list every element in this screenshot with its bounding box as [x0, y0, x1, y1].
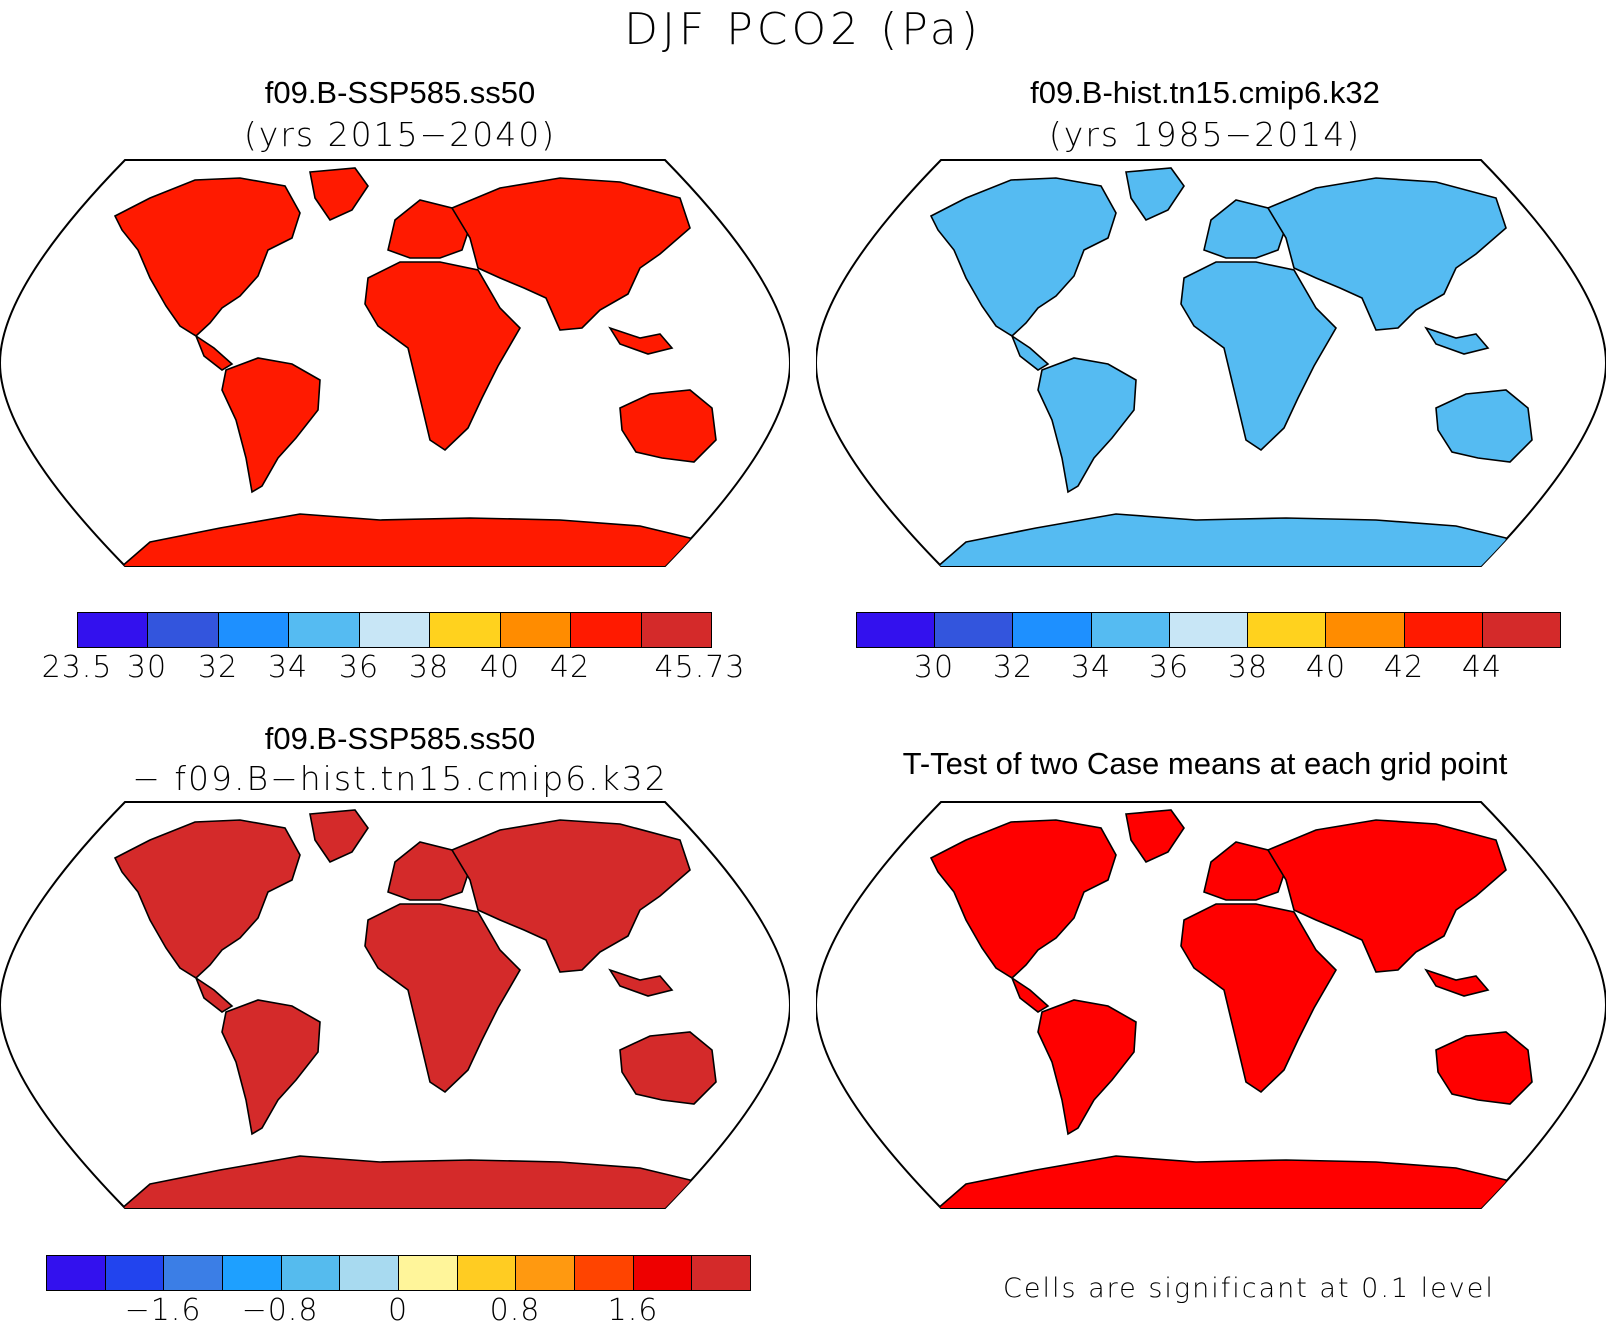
colorbar-cell [399, 1256, 458, 1290]
world-map-top-left [0, 160, 790, 568]
tick-label: 45.73 [654, 650, 746, 685]
colorbar-cell [500, 613, 572, 647]
tick-label: −1.6 [124, 1293, 202, 1328]
colorbar-cell [340, 1256, 400, 1290]
colorbar-cell [1013, 613, 1092, 647]
tick-label: 44 [1461, 650, 1503, 685]
colorbar-cell [692, 1256, 751, 1290]
colorbar-cell [47, 1256, 106, 1290]
tick-label: 34 [267, 650, 309, 685]
colorbar-cell [1248, 613, 1327, 647]
colorbar-cell [1091, 613, 1170, 647]
colorbar-cell [78, 613, 149, 647]
colorbar-cell [148, 613, 219, 647]
tick-label: 30 [126, 650, 168, 685]
tick-label: 42 [1383, 650, 1425, 685]
colorbar-cell [1169, 613, 1249, 647]
world-map-bottom-right [816, 802, 1606, 1210]
colorbar-cell [430, 613, 501, 647]
colorbar-cell [575, 1256, 634, 1290]
tick-label: 36 [338, 650, 380, 685]
map-bottom-right [816, 800, 1606, 1210]
tick-label: 1.6 [607, 1293, 659, 1328]
tick-label: 38 [408, 650, 450, 685]
colorbar-cell [633, 1256, 693, 1290]
colorbar-cell [359, 613, 431, 647]
tick-label: 42 [549, 650, 591, 685]
colorbar-cell [281, 1256, 341, 1290]
colorbar-cell [289, 613, 360, 647]
panel-subtitle-bottom-left: − f09.B−hist.tn15.cmip6.k32 [132, 759, 668, 798]
panel-title-bottom-right: T-Test of two Case means at each grid po… [902, 746, 1508, 781]
significance-note: Cells are significant at 0.1 level [1003, 1273, 1495, 1304]
world-map-top-right [816, 160, 1606, 568]
tick-label: 30 [913, 650, 955, 685]
world-map-bottom-left [0, 802, 790, 1210]
colorbar-cell [641, 613, 711, 647]
tick-label: 40 [1305, 650, 1347, 685]
map-top-right [816, 158, 1606, 568]
tick-label: 0.8 [489, 1293, 541, 1328]
colorbar-cell [516, 1256, 576, 1290]
tick-label: 38 [1227, 650, 1269, 685]
tick-label: −0.8 [241, 1293, 319, 1328]
colorbar-cell [1482, 613, 1560, 647]
tick-label: 32 [197, 650, 239, 685]
colorbar-cell [218, 613, 290, 647]
tick-label: 34 [1070, 650, 1112, 685]
tick-label: 0 [387, 1293, 409, 1328]
colorbar-cell [935, 613, 1014, 647]
colorbar-cell [223, 1256, 282, 1290]
colorbar-cell [105, 1256, 165, 1290]
panel-title-top-left: f09.B-SSP585.ss50 [264, 75, 536, 110]
colorbar-cell [457, 1256, 517, 1290]
panel-subtitle-top-left: (yrs 2015−2040) [243, 115, 557, 154]
colorbar-cell [857, 613, 936, 647]
colorbar-top-right [856, 612, 1561, 648]
colorbar-cell [164, 1256, 224, 1290]
colorbar-cell [1326, 613, 1405, 647]
colorbar-cell [571, 613, 642, 647]
colorbar-bottom-left [46, 1255, 751, 1291]
tick-label: 32 [992, 650, 1034, 685]
tick-label: 40 [479, 650, 521, 685]
colorbar-cell [1404, 613, 1483, 647]
panel-title-top-right: f09.B-hist.tn15.cmip6.k32 [1030, 75, 1380, 110]
panel-title-bottom-left: f09.B-SSP585.ss50 [264, 721, 536, 756]
map-top-left [0, 158, 790, 568]
map-bottom-left [0, 800, 790, 1210]
main-title: DJF PCO2 (Pa) [624, 4, 982, 55]
panel-subtitle-top-right: (yrs 1985−2014) [1048, 115, 1362, 154]
colorbar-top-left [77, 612, 712, 648]
tick-label: 36 [1148, 650, 1190, 685]
tick-label: 23.5 [41, 650, 113, 685]
